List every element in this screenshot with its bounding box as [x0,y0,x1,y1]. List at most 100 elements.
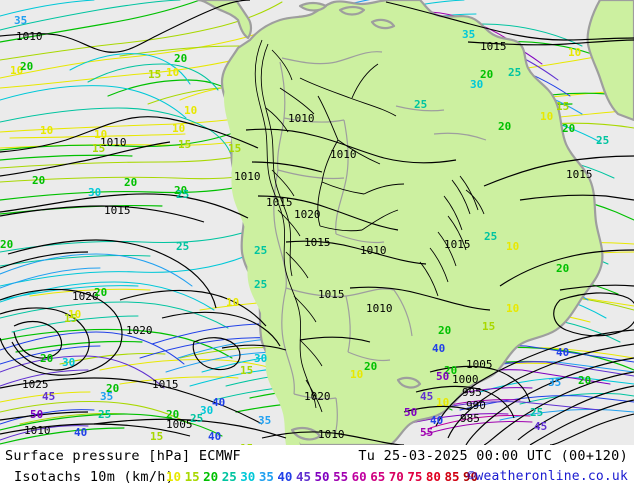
svg-text:20: 20 [174,52,187,65]
svg-text:10: 10 [68,308,81,321]
svg-text:1010: 1010 [330,148,357,161]
svg-text:1015: 1015 [318,288,345,301]
svg-text:1020: 1020 [294,208,321,221]
svg-text:1020: 1020 [304,390,331,403]
svg-text:995: 995 [462,386,482,399]
isotach-scale-stop-90: 90 [463,469,479,484]
svg-text:15: 15 [148,68,161,81]
svg-text:10: 10 [506,240,519,253]
svg-text:45: 45 [534,420,547,433]
svg-text:25: 25 [484,230,497,243]
isotach-scale-stop-30: 30 [240,469,256,484]
isotach-scale-stop-10: 10 [166,469,182,484]
svg-text:1010: 1010 [100,136,127,149]
isotach-scale-stop-70: 70 [388,469,404,484]
footer-row-legend: Isotachs 10m (km/h) 10 15 20 25 30 35 40 45 50 55… [0,469,634,490]
isobar-contours [0,0,634,445]
svg-text:30: 30 [88,186,101,199]
svg-text:1015: 1015 [566,168,593,181]
map-footer: Surface pressure [hPa] ECMWF Tu 25-03-20… [0,445,634,490]
svg-text:10: 10 [40,124,53,137]
svg-text:1020: 1020 [72,290,99,303]
svg-text:25: 25 [414,98,427,111]
svg-text:20: 20 [32,174,45,187]
svg-text:20: 20 [166,408,179,421]
svg-text:15: 15 [228,142,241,155]
svg-text:20: 20 [578,374,591,387]
svg-text:40: 40 [208,430,221,443]
svg-text:15: 15 [556,100,569,113]
svg-text:15: 15 [64,312,77,325]
svg-text:40: 40 [212,396,225,409]
svg-text:10: 10 [166,66,179,79]
svg-text:20: 20 [364,360,377,373]
svg-text:990: 990 [466,399,486,412]
svg-text:1010: 1010 [24,424,51,437]
svg-text:20: 20 [0,238,13,251]
svg-text:1005: 1005 [166,418,193,431]
svg-text:10: 10 [436,396,449,409]
caribbean-island-2 [338,5,366,16]
svg-text:1025: 1025 [22,378,49,391]
map-canvas[interactable]: 1010 1015 1010 1010 1015 1010 1010 1010 … [0,0,634,445]
central-america-landmass [196,0,253,40]
svg-text:15: 15 [482,320,495,333]
isotach-scale-stop-15: 15 [184,469,200,484]
falkland-islands [396,376,422,389]
svg-text:1010: 1010 [288,112,315,125]
svg-text:1020: 1020 [126,324,153,337]
svg-text:1015: 1015 [266,196,293,209]
svg-text:1015: 1015 [304,236,331,249]
svg-text:40: 40 [74,426,87,439]
isotach-scale-stop-75: 75 [407,469,423,484]
svg-text:10: 10 [540,110,553,123]
svg-text:1000: 1000 [452,373,479,386]
svg-text:25: 25 [176,188,189,201]
isotach-labels: 10 10 10 10 10 10 10 10 10 10 10 10 10 1… [0,14,609,445]
svg-text:1010: 1010 [16,30,43,43]
svg-text:10: 10 [172,122,185,135]
svg-text:1010: 1010 [366,302,393,315]
isotach-color-scale: 10 15 20 25 30 35 40 45 50 55 60 65 70 75 80 85 90 [166,469,482,484]
svg-text:10: 10 [10,64,23,77]
svg-text:15: 15 [150,430,163,443]
svg-text:45: 45 [42,390,55,403]
svg-text:20: 20 [174,184,187,197]
isotach-scale-stop-25: 25 [221,469,237,484]
svg-text:20: 20 [106,382,119,395]
country-borders [273,51,487,439]
svg-text:20: 20 [40,352,53,365]
svg-text:50: 50 [436,370,449,383]
south-america-coast-detail [224,46,300,445]
caribbean-island-3 [370,18,396,30]
africa-landmass [586,0,634,122]
svg-text:15: 15 [178,138,191,151]
svg-text:45: 45 [420,390,433,403]
svg-text:10: 10 [184,104,197,117]
svg-text:20: 20 [498,120,511,133]
andes-mountains [254,39,323,413]
svg-text:50: 50 [30,408,43,421]
land-masses [196,0,634,445]
svg-text:50: 50 [404,406,417,419]
svg-text:55: 55 [420,426,433,439]
svg-text:30: 30 [62,356,75,369]
footer-valid-time: Tu 25-03-2025 00:00 UTC (00+120) [358,448,628,464]
svg-text:40: 40 [432,342,445,355]
svg-text:25: 25 [530,406,543,419]
caribbean-island-1 [298,1,328,12]
svg-text:35: 35 [548,376,561,389]
svg-text:10: 10 [226,296,239,309]
svg-text:30: 30 [470,78,483,91]
svg-text:15: 15 [240,442,253,445]
tierra-del-fuego [290,426,322,441]
isotach-scale-stop-85: 85 [444,469,460,484]
isotach-scale-stop-65: 65 [370,469,386,484]
svg-text:30: 30 [200,404,213,417]
svg-text:25: 25 [596,134,609,147]
svg-text:40: 40 [556,346,569,359]
svg-text:10: 10 [506,302,519,315]
isotach-scale-stop-45: 45 [295,469,311,484]
svg-text:40: 40 [430,414,443,427]
